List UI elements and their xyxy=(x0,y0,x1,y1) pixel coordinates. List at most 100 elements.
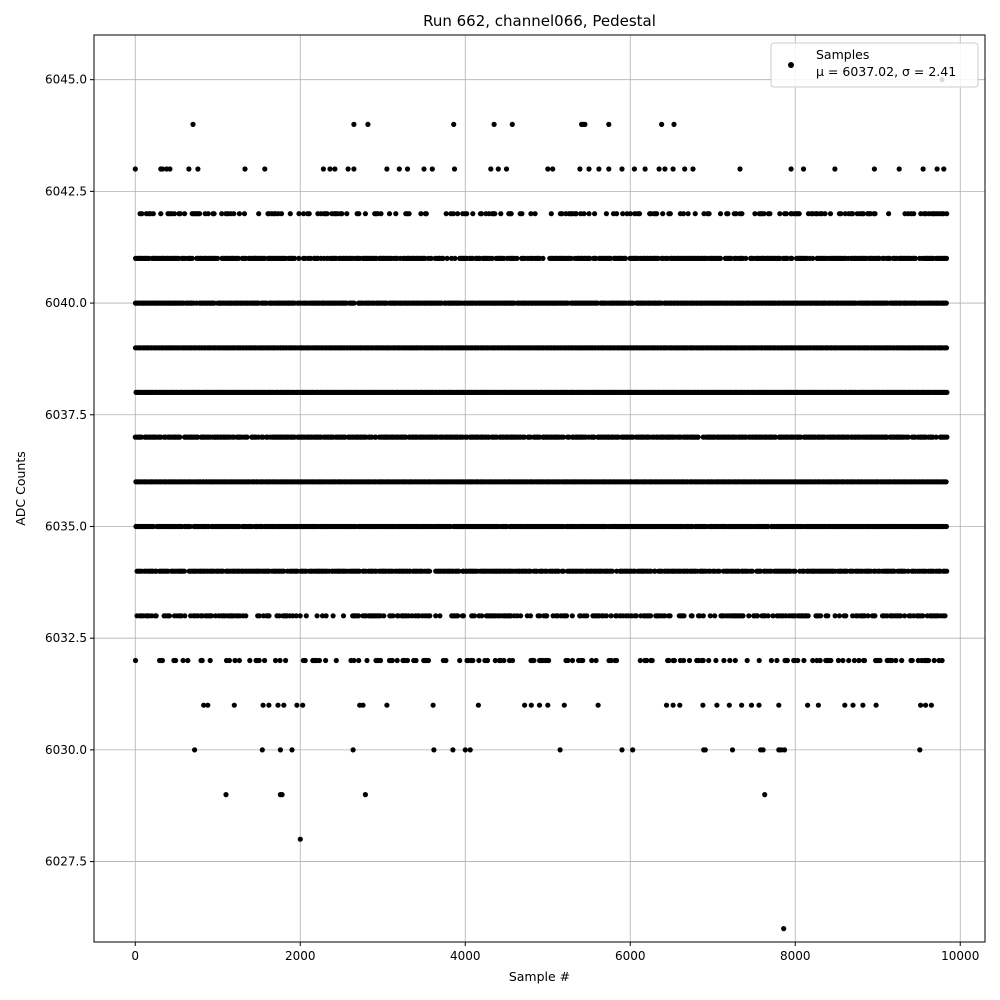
data-point xyxy=(714,702,720,708)
data-point xyxy=(330,613,336,619)
data-point xyxy=(345,166,351,172)
data-point xyxy=(281,702,287,708)
data-point xyxy=(805,613,811,619)
data-point xyxy=(509,121,515,127)
data-point xyxy=(386,211,393,217)
data-point xyxy=(789,255,795,261)
data-point xyxy=(712,613,718,619)
data-point xyxy=(394,657,400,664)
data-point xyxy=(522,702,528,708)
legend: Samples μ = 6037.02, σ = 2.41 xyxy=(770,42,979,88)
chart-title: Run 662, channel066, Pedestal xyxy=(423,12,656,30)
data-point xyxy=(925,657,932,664)
data-point xyxy=(173,657,179,664)
data-point xyxy=(327,166,333,172)
data-points xyxy=(132,77,950,932)
x-axis-label: Sample # xyxy=(509,969,570,984)
data-point xyxy=(893,657,899,664)
data-point xyxy=(297,836,303,842)
data-point xyxy=(603,211,610,217)
data-point xyxy=(838,211,844,217)
data-point xyxy=(492,211,498,217)
data-point xyxy=(406,211,412,217)
data-point xyxy=(565,657,571,664)
data-point xyxy=(479,613,485,619)
data-point xyxy=(774,657,780,664)
data-point xyxy=(431,747,437,753)
data-point xyxy=(899,657,905,664)
data-point xyxy=(656,166,662,172)
data-point xyxy=(509,657,516,664)
data-point xyxy=(296,211,302,217)
data-point xyxy=(232,657,238,664)
data-point xyxy=(620,211,626,217)
data-point xyxy=(701,211,707,217)
data-point xyxy=(606,121,612,127)
data-point xyxy=(765,613,771,619)
data-point xyxy=(832,613,838,619)
data-point xyxy=(746,613,752,619)
data-point xyxy=(443,657,449,664)
data-point xyxy=(792,568,798,574)
data-point xyxy=(456,568,462,574)
data-point xyxy=(545,702,551,708)
data-point xyxy=(666,657,672,664)
data-point xyxy=(871,166,878,172)
data-point xyxy=(195,166,201,172)
data-point xyxy=(743,255,749,261)
data-point xyxy=(744,657,750,664)
data-point xyxy=(177,434,183,440)
data-point xyxy=(457,657,463,664)
data-point xyxy=(637,657,643,664)
data-point xyxy=(231,702,237,708)
data-point xyxy=(384,166,390,172)
data-point xyxy=(266,613,272,619)
data-point xyxy=(467,747,473,753)
data-point xyxy=(464,211,470,217)
data-point xyxy=(795,657,801,664)
data-point xyxy=(215,255,221,261)
data-point xyxy=(591,434,597,440)
y-tick-label: 6032.5 xyxy=(45,631,87,645)
data-point xyxy=(752,211,758,217)
data-point xyxy=(256,657,262,664)
data-point xyxy=(189,255,195,261)
data-point xyxy=(381,613,387,619)
data-point xyxy=(491,121,497,127)
data-point xyxy=(243,613,249,619)
data-point xyxy=(158,211,164,217)
data-point xyxy=(362,792,368,798)
data-point xyxy=(861,657,868,664)
data-point xyxy=(278,211,285,217)
data-point xyxy=(364,657,370,664)
data-point xyxy=(519,211,525,217)
data-point xyxy=(889,657,895,664)
data-point xyxy=(528,211,534,217)
data-point xyxy=(801,657,807,664)
data-point xyxy=(452,255,458,261)
data-point xyxy=(943,300,949,306)
data-point xyxy=(350,747,356,753)
legend-box xyxy=(770,42,979,88)
legend-series-name: Samples xyxy=(816,47,869,62)
data-point xyxy=(226,657,232,664)
data-point xyxy=(756,657,762,664)
data-point xyxy=(180,657,186,664)
data-point xyxy=(768,657,775,664)
data-point xyxy=(324,211,330,217)
data-point xyxy=(231,211,237,217)
data-point xyxy=(749,568,755,574)
data-point xyxy=(692,211,698,217)
data-point xyxy=(680,211,687,217)
data-point xyxy=(630,747,636,753)
data-point xyxy=(241,211,248,217)
data-point xyxy=(607,255,614,261)
legend-marker xyxy=(788,62,794,68)
data-point xyxy=(199,657,205,664)
data-point xyxy=(920,166,926,172)
data-point xyxy=(360,702,366,708)
data-point xyxy=(545,166,551,172)
data-point xyxy=(476,657,482,664)
data-point xyxy=(177,211,183,217)
data-point xyxy=(159,166,166,172)
